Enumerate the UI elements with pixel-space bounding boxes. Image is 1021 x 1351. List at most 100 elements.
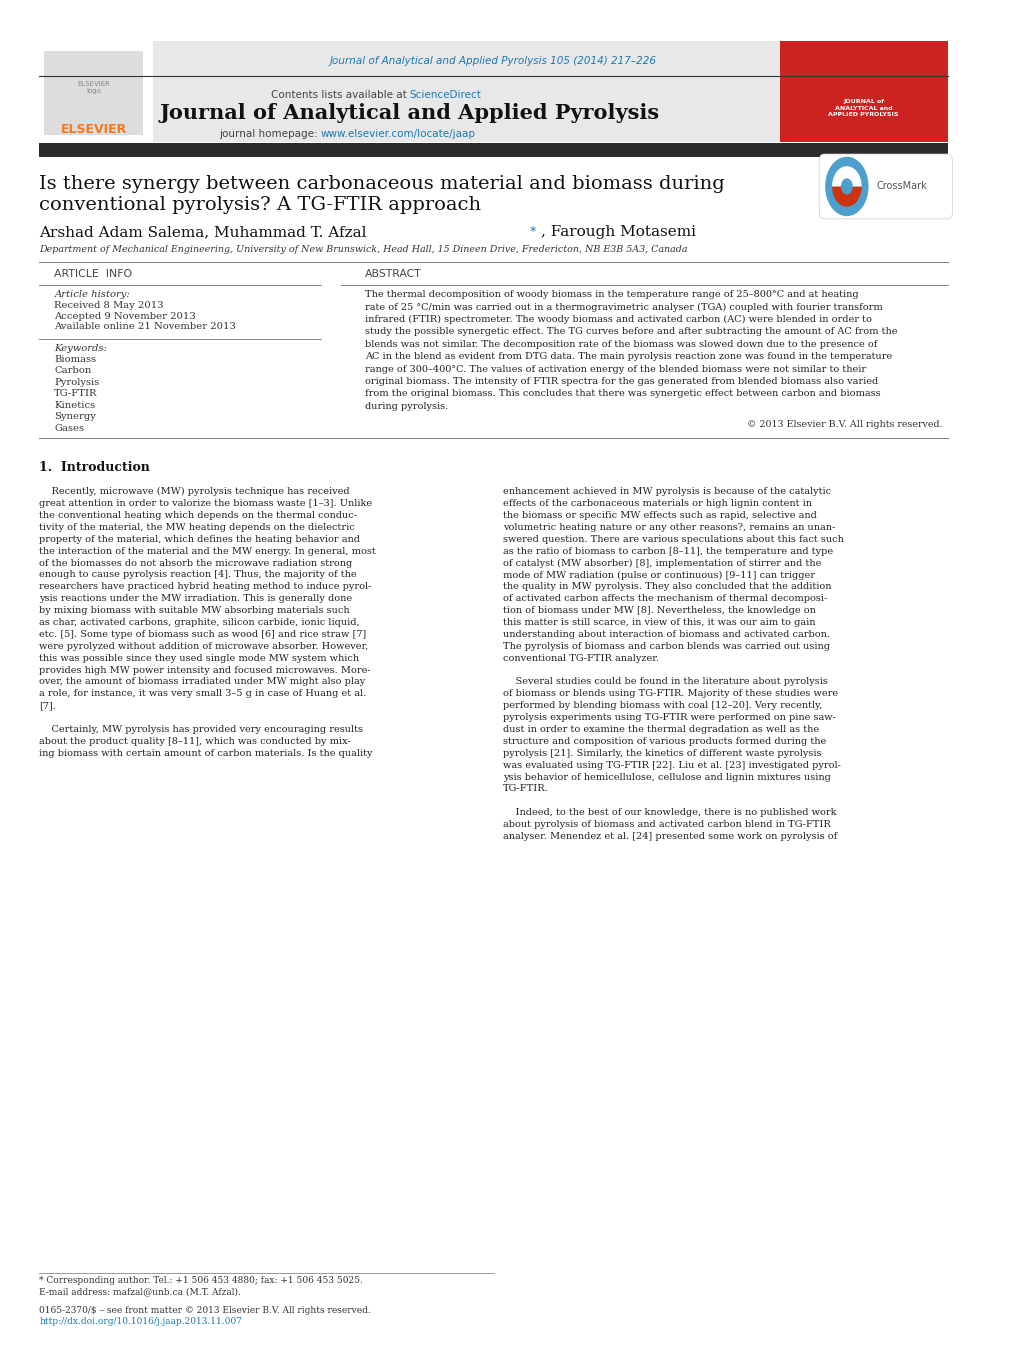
Text: infrared (FTIR) spectrometer. The woody biomass and activated carbon (AC) were b: infrared (FTIR) spectrometer. The woody …: [366, 315, 872, 324]
Text: the interaction of the material and the MW energy. In general, most: the interaction of the material and the …: [40, 547, 376, 555]
Text: of activated carbon affects the mechanism of thermal decomposi-: of activated carbon affects the mechanis…: [503, 594, 828, 604]
Point: [941, 277, 954, 293]
Text: of biomass or blends using TG-FTIR. Majority of these studies were: of biomass or blends using TG-FTIR. Majo…: [503, 689, 838, 698]
Text: this was possible since they used single mode MW system which: this was possible since they used single…: [40, 654, 359, 663]
Text: Journal of Analytical and Applied Pyrolysis: Journal of Analytical and Applied Pyroly…: [159, 104, 660, 123]
Text: enhancement achieved in MW pyrolysis is because of the catalytic: enhancement achieved in MW pyrolysis is …: [503, 488, 831, 496]
Text: Contents lists available at: Contents lists available at: [271, 89, 409, 100]
Text: ELSEVIER: ELSEVIER: [60, 123, 127, 136]
Circle shape: [825, 157, 869, 216]
Text: TG-FTIR.: TG-FTIR.: [503, 785, 549, 793]
Text: was evaluated using TG-FTIR [22]. Liu et al. [23] investigated pyrol-: was evaluated using TG-FTIR [22]. Liu et…: [503, 761, 841, 770]
Text: ysis reactions under the MW irradiation. This is generally done: ysis reactions under the MW irradiation.…: [40, 594, 352, 604]
Text: the quality in MW pyrolysis. They also concluded that the addition: the quality in MW pyrolysis. They also c…: [503, 582, 832, 592]
Text: Received 8 May 2013: Received 8 May 2013: [54, 301, 164, 309]
Text: Keywords:: Keywords:: [54, 345, 107, 353]
FancyBboxPatch shape: [780, 41, 947, 142]
Text: www.elsevier.com/locate/jaap: www.elsevier.com/locate/jaap: [321, 128, 476, 139]
Text: tion of biomass under MW [8]. Nevertheless, the knowledge on: tion of biomass under MW [8]. Neverthele…: [503, 607, 816, 615]
Text: were pyrolyzed without addition of microwave absorber. However,: were pyrolyzed without addition of micro…: [40, 642, 369, 651]
Text: original biomass. The intensity of FTIR spectra for the gas generated from blend: original biomass. The intensity of FTIR …: [366, 377, 878, 386]
Text: about the product quality [8–11], which was conducted by mix-: about the product quality [8–11], which …: [40, 736, 351, 746]
Text: Indeed, to the best of our knowledge, there is no published work: Indeed, to the best of our knowledge, th…: [503, 808, 837, 817]
Text: Certainly, MW pyrolysis has provided very encouraging results: Certainly, MW pyrolysis has provided ver…: [40, 725, 363, 734]
Text: effects of the carbonaceous materials or high lignin content in: effects of the carbonaceous materials or…: [503, 499, 813, 508]
Text: rate of 25 °C/min was carried out in a thermogravimetric analyser (TGA) coupled : rate of 25 °C/min was carried out in a t…: [366, 303, 883, 312]
Circle shape: [841, 178, 853, 195]
Text: Carbon: Carbon: [54, 366, 92, 376]
Text: of catalyst (MW absorber) [8], implementation of stirrer and the: of catalyst (MW absorber) [8], implement…: [503, 558, 822, 567]
Text: http://dx.doi.org/10.1016/j.jaap.2013.11.007: http://dx.doi.org/10.1016/j.jaap.2013.11…: [40, 1317, 242, 1325]
Text: enough to cause pyrolysis reaction [4]. Thus, the majority of the: enough to cause pyrolysis reaction [4]. …: [40, 570, 357, 580]
Text: ARTICLE  INFO: ARTICLE INFO: [54, 269, 133, 280]
Text: Synergy: Synergy: [54, 412, 96, 422]
Text: The thermal decomposition of woody biomass in the temperature range of 25–800°C : The thermal decomposition of woody bioma…: [366, 290, 859, 299]
Point: [34, 1265, 46, 1281]
Text: researchers have practiced hybrid heating method to induce pyrol-: researchers have practiced hybrid heatin…: [40, 582, 372, 592]
Text: the biomass or specific MW effects such as rapid, selective and: the biomass or specific MW effects such …: [503, 511, 817, 520]
FancyBboxPatch shape: [819, 154, 953, 219]
Text: tivity of the material, the MW heating depends on the dielectric: tivity of the material, the MW heating d…: [40, 523, 355, 532]
Text: © 2013 Elsevier B.V. All rights reserved.: © 2013 Elsevier B.V. All rights reserved…: [747, 420, 942, 428]
Text: Article history:: Article history:: [54, 290, 130, 299]
Text: The pyrolysis of biomass and carbon blends was carried out using: The pyrolysis of biomass and carbon blen…: [503, 642, 830, 651]
Text: Accepted 9 November 2013: Accepted 9 November 2013: [54, 312, 196, 320]
Text: as the ratio of biomass to carbon [8–11], the temperature and type: as the ratio of biomass to carbon [8–11]…: [503, 547, 833, 555]
Text: range of 300–400°C. The values of activation energy of the blended biomass were : range of 300–400°C. The values of activa…: [366, 365, 866, 374]
Text: from the original biomass. This concludes that there was synergetic effect betwe: from the original biomass. This conclude…: [366, 389, 881, 399]
Text: journal homepage:: journal homepage:: [218, 128, 321, 139]
Text: CrossMark: CrossMark: [876, 181, 927, 192]
Text: Several studies could be found in the literature about pyrolysis: Several studies could be found in the li…: [503, 677, 828, 686]
Text: JOURNAL of
ANALYTICAL and
APPLIED PYROLYSIS: JOURNAL of ANALYTICAL and APPLIED PYROLY…: [828, 100, 898, 116]
Text: * Corresponding author. Tel.: +1 506 453 4880; fax: +1 506 453 5025.: * Corresponding author. Tel.: +1 506 453…: [40, 1277, 363, 1285]
Text: analyser. Menendez et al. [24] presented some work on pyrolysis of: analyser. Menendez et al. [24] presented…: [503, 832, 837, 842]
Text: Recently, microwave (MW) pyrolysis technique has received: Recently, microwave (MW) pyrolysis techn…: [40, 488, 350, 496]
Text: pyrolysis experiments using TG-FTIR were performed on pine saw-: pyrolysis experiments using TG-FTIR were…: [503, 713, 836, 723]
Text: dust in order to examine the thermal degradation as well as the: dust in order to examine the thermal deg…: [503, 725, 820, 734]
Text: volumetric heating nature or any other reasons?, remains an unan-: volumetric heating nature or any other r…: [503, 523, 835, 532]
Text: ScienceDirect: ScienceDirect: [409, 89, 482, 100]
Text: conventional TG-FTIR analyzer.: conventional TG-FTIR analyzer.: [503, 654, 660, 663]
Text: [7].: [7].: [40, 701, 56, 711]
Text: ing biomass with certain amount of carbon materials. Is the quality: ing biomass with certain amount of carbo…: [40, 748, 373, 758]
Text: Arshad Adam Salema, Muhammad T. Afzal: Arshad Adam Salema, Muhammad T. Afzal: [40, 226, 367, 239]
Text: Available online 21 November 2013: Available online 21 November 2013: [54, 323, 236, 331]
Text: provides high MW power intensity and focused microwaves. More-: provides high MW power intensity and foc…: [40, 666, 371, 674]
Text: etc. [5]. Some type of biomass such as wood [6] and rice straw [7]: etc. [5]. Some type of biomass such as w…: [40, 630, 367, 639]
Text: mode of MW radiation (pulse or continuous) [9–11] can trigger: mode of MW radiation (pulse or continuou…: [503, 570, 816, 580]
Text: ABSTRACT: ABSTRACT: [366, 269, 422, 280]
Text: study the possible synergetic effect. The TG curves before and after subtracting: study the possible synergetic effect. Th…: [366, 327, 897, 336]
Text: TG-FTIR: TG-FTIR: [54, 389, 98, 399]
Text: blends was not similar. The decomposition rate of the biomass was slowed down du: blends was not similar. The decompositio…: [366, 339, 878, 349]
Text: Is there synergy between carbonaceous material and biomass during: Is there synergy between carbonaceous ma…: [40, 174, 725, 193]
Point: [314, 277, 327, 293]
Point: [335, 277, 347, 293]
Text: as char, activated carbons, graphite, silicon carbide, ionic liquid,: as char, activated carbons, graphite, si…: [40, 617, 360, 627]
Wedge shape: [832, 186, 862, 207]
Text: a role, for instance, it was very small 3–5 g in case of Huang et al.: a role, for instance, it was very small …: [40, 689, 367, 698]
Text: over, the amount of biomass irradiated under MW might also play: over, the amount of biomass irradiated u…: [40, 677, 366, 686]
Text: pyrolysis [21]. Similarly, the kinetics of different waste pyrolysis: pyrolysis [21]. Similarly, the kinetics …: [503, 748, 822, 758]
Point: [487, 1265, 499, 1281]
Text: Pyrolysis: Pyrolysis: [54, 378, 99, 386]
Text: , Farough Motasemi: , Farough Motasemi: [541, 226, 696, 239]
Text: ysis behavior of hemicellulose, cellulose and lignin mixtures using: ysis behavior of hemicellulose, cellulos…: [503, 773, 831, 782]
Text: property of the material, which defines the heating behavior and: property of the material, which defines …: [40, 535, 360, 544]
Text: Biomass: Biomass: [54, 355, 96, 363]
Text: 0165-2370/$ – see front matter © 2013 Elsevier B.V. All rights reserved.: 0165-2370/$ – see front matter © 2013 El…: [40, 1306, 372, 1315]
FancyBboxPatch shape: [40, 143, 947, 157]
Text: AC in the blend as evident from DTG data. The main pyrolysis reaction zone was f: AC in the blend as evident from DTG data…: [366, 353, 892, 361]
Text: performed by blending biomass with coal [12–20]. Very recently,: performed by blending biomass with coal …: [503, 701, 823, 711]
Text: of the biomasses do not absorb the microwave radiation strong: of the biomasses do not absorb the micro…: [40, 558, 352, 567]
FancyBboxPatch shape: [45, 51, 143, 135]
Text: Department of Mechanical Engineering, University of New Brunswick, Head Hall, 15: Department of Mechanical Engineering, Un…: [40, 246, 688, 254]
Text: great attention in order to valorize the biomass waste [1–3]. Unlike: great attention in order to valorize the…: [40, 499, 373, 508]
Text: structure and composition of various products formed during the: structure and composition of various pro…: [503, 736, 827, 746]
Text: *: *: [530, 226, 536, 239]
Text: conventional pyrolysis? A TG-FTIR approach: conventional pyrolysis? A TG-FTIR approa…: [40, 196, 482, 215]
Text: ELSEVIER
logo: ELSEVIER logo: [78, 81, 110, 95]
Text: understanding about interaction of biomass and activated carbon.: understanding about interaction of bioma…: [503, 630, 830, 639]
Point: [314, 331, 327, 347]
Text: this matter is still scarce, in view of this, it was our aim to gain: this matter is still scarce, in view of …: [503, 617, 816, 627]
FancyBboxPatch shape: [153, 41, 780, 142]
